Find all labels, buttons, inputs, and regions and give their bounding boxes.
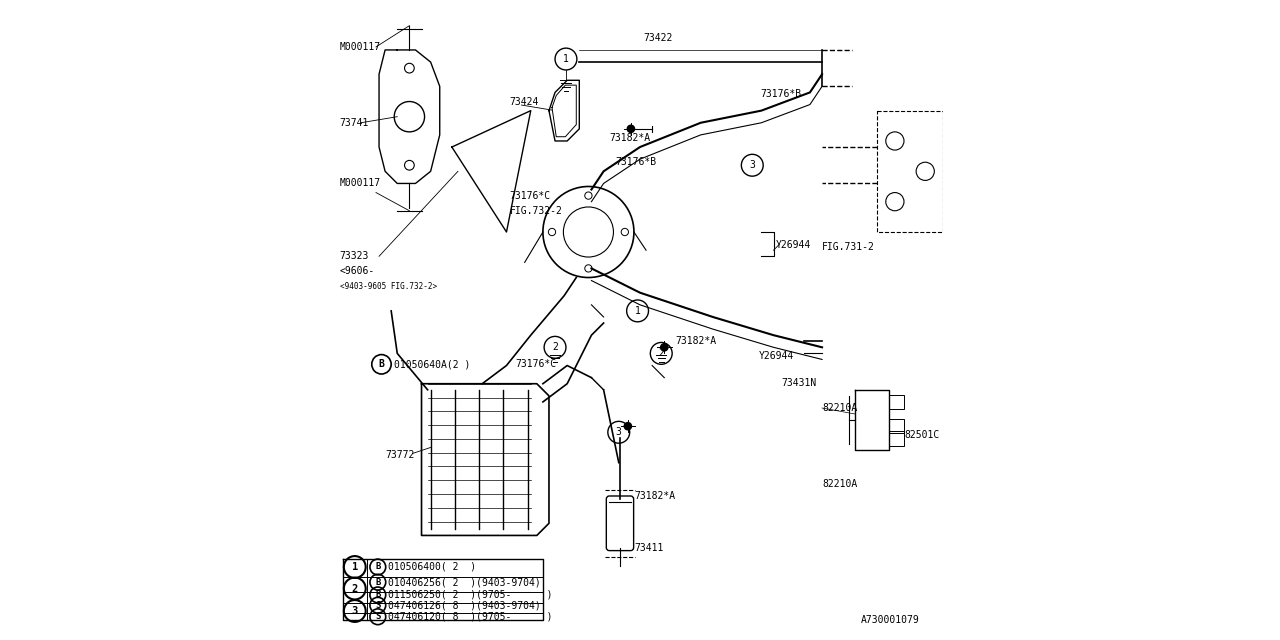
- Text: 2: 2: [658, 348, 664, 358]
- Text: 2: 2: [352, 584, 358, 593]
- Text: 73176*B: 73176*B: [616, 157, 657, 167]
- Text: 73182*A: 73182*A: [634, 491, 675, 501]
- Text: 01050640A(2 ): 01050640A(2 ): [394, 359, 471, 369]
- Text: 73176*C: 73176*C: [516, 359, 557, 369]
- Circle shape: [660, 344, 668, 351]
- Text: 010506400( 2  ): 010506400( 2 ): [388, 562, 476, 572]
- Text: Y26944: Y26944: [758, 351, 794, 362]
- Text: 73176*B: 73176*B: [760, 88, 801, 99]
- Text: 3: 3: [352, 606, 358, 616]
- Circle shape: [627, 125, 635, 132]
- Text: <9606-: <9606-: [339, 266, 375, 276]
- Text: B: B: [375, 578, 380, 587]
- Text: 010406256( 2  )(9403-9704): 010406256( 2 )(9403-9704): [388, 577, 541, 587]
- Text: M000117: M000117: [339, 42, 380, 52]
- Text: 73323: 73323: [339, 252, 369, 261]
- Text: 73772: 73772: [385, 450, 415, 460]
- Text: 82210A: 82210A: [822, 403, 858, 413]
- Text: 047406120( 8  )(9705-      ): 047406120( 8 )(9705- ): [388, 612, 553, 622]
- Text: 2: 2: [552, 342, 558, 352]
- Text: 73176*C: 73176*C: [509, 191, 550, 200]
- Text: 73411: 73411: [634, 543, 663, 552]
- Text: 3: 3: [616, 428, 622, 437]
- Text: S: S: [375, 601, 380, 610]
- Text: FIG.732-2: FIG.732-2: [509, 206, 562, 216]
- Text: B: B: [379, 359, 384, 369]
- Text: 73182*A: 73182*A: [609, 133, 650, 143]
- Text: 73431N: 73431N: [781, 378, 817, 387]
- Text: 1: 1: [563, 54, 568, 64]
- Text: 3: 3: [749, 160, 755, 170]
- Text: 011506250( 2  )(9705-      ): 011506250( 2 )(9705- ): [388, 590, 553, 600]
- Text: 047406126( 8  )(9403-9704): 047406126( 8 )(9403-9704): [388, 600, 541, 610]
- Text: B: B: [375, 563, 380, 572]
- Text: <9403-9605 FIG.732-2>: <9403-9605 FIG.732-2>: [339, 282, 436, 291]
- Text: 82501C: 82501C: [904, 430, 940, 440]
- Circle shape: [625, 422, 631, 430]
- Text: M000117: M000117: [339, 179, 380, 188]
- Text: 73424: 73424: [509, 97, 539, 106]
- Text: FIG.731-2: FIG.731-2: [822, 242, 876, 252]
- Text: 1: 1: [352, 562, 358, 572]
- Text: S: S: [375, 612, 380, 621]
- Text: 73741: 73741: [339, 118, 369, 128]
- Text: 73422: 73422: [644, 33, 673, 43]
- Text: 73182*A: 73182*A: [675, 336, 717, 346]
- Text: A730001079: A730001079: [860, 616, 919, 625]
- Text: 1: 1: [635, 306, 640, 316]
- Text: Y26944: Y26944: [776, 241, 812, 250]
- Text: 82210A: 82210A: [822, 479, 858, 489]
- Text: B: B: [375, 591, 380, 600]
